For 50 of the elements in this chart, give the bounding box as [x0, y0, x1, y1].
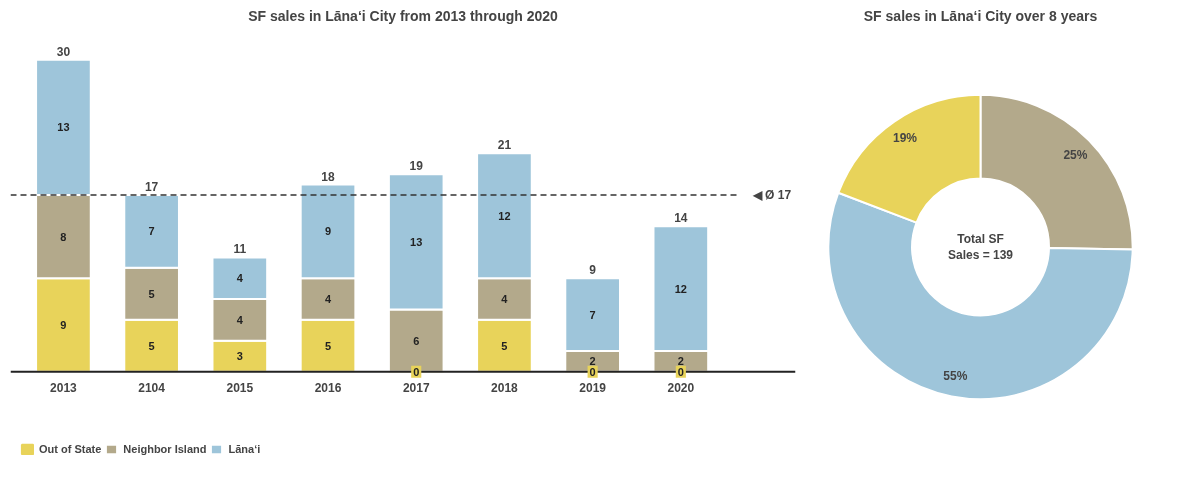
- data-label: 25%: [1063, 147, 1088, 162]
- chart-title: SF sales in Lānaʻi City from 2013 through 2020: [248, 7, 559, 24]
- data-label: 9: [324, 225, 332, 238]
- data-label: 2: [589, 355, 596, 368]
- data-label: 5: [501, 339, 508, 352]
- data-label: 3: [236, 350, 243, 363]
- x-tick-label: 2018: [491, 380, 519, 395]
- legend-label: Out of State: [39, 443, 102, 455]
- data-label: 4: [236, 272, 244, 285]
- legend-label: Neighbor Island: [123, 443, 207, 455]
- text: Total SF Sales = 139: [947, 231, 1014, 263]
- data-label: 12: [674, 282, 687, 295]
- data-label: 7: [148, 225, 155, 238]
- data-label: 7: [589, 308, 596, 321]
- data-label: 5: [148, 287, 155, 300]
- total-label: 18: [321, 169, 336, 184]
- data-label: 5: [148, 339, 155, 352]
- data-label: 4: [236, 313, 244, 326]
- total-label: 30: [56, 44, 71, 59]
- x-tick-label: 2104: [138, 380, 166, 395]
- data-label: 2: [677, 355, 684, 368]
- chart-title: SF sales in Lānaʻi City over 8 years: [863, 7, 1098, 24]
- data-label: 8: [60, 230, 67, 243]
- data-label: 0: [589, 365, 596, 378]
- x-tick-label: 2020: [667, 380, 695, 395]
- x-tick-label: 2013: [50, 380, 78, 395]
- total-label: 11: [233, 242, 247, 257]
- x-tick-label: 2015: [226, 380, 254, 395]
- total-label: 17: [144, 179, 159, 194]
- data-label: 5: [324, 339, 332, 352]
- legend-label: Lānaʻi: [228, 443, 261, 455]
- data-label: 0: [413, 365, 420, 378]
- data-label: 4: [501, 293, 509, 306]
- total-label: 21: [497, 138, 512, 153]
- data-label: 12: [498, 209, 511, 222]
- data-label: 13: [410, 235, 423, 248]
- data-label: 19%: [892, 131, 918, 146]
- data-label: 13: [57, 121, 70, 134]
- total-label: 9: [589, 263, 597, 278]
- data-label: 6: [413, 334, 420, 347]
- ref-line-label: ◀ Ø 17: [751, 187, 792, 202]
- x-tick-label: 2019: [579, 380, 607, 395]
- data-label: 0: [677, 365, 684, 378]
- data-label: 9: [60, 319, 67, 332]
- data-label: 4: [324, 293, 332, 306]
- total-label: 19: [409, 159, 424, 174]
- x-tick-label: 2017: [402, 380, 430, 395]
- data-label: 55%: [943, 369, 968, 384]
- x-tick-label: 2016: [314, 380, 342, 395]
- total-label: 14: [674, 211, 688, 226]
